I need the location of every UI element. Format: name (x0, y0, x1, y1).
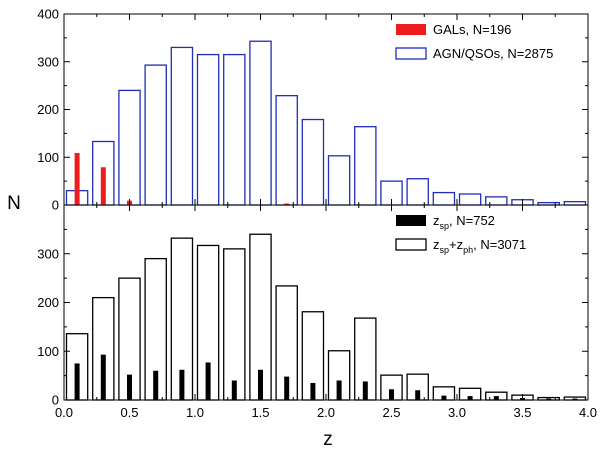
top-ytick-label: 0 (52, 198, 59, 213)
bottom-xtick-label: 2.0 (317, 405, 335, 420)
bottom-xtick-label: 2.5 (382, 405, 400, 420)
top-ytick-label: 200 (37, 102, 59, 117)
bottom-legend-label-total: zsp+zph, N=3071 (433, 237, 526, 255)
bottom-legend-label-sp: zsp, N=752 (433, 213, 495, 231)
top-agn-bar (458, 193, 482, 206)
top-agn-bar (196, 53, 220, 206)
bottom-ytick-label: 0 (52, 393, 59, 408)
bottom-sp-bar (74, 363, 80, 400)
top-legend-swatch-gal (396, 24, 426, 35)
bottom-xtick-label: 3.0 (448, 405, 466, 420)
bottom-sp-bar (153, 370, 159, 400)
top-agn-bar (144, 64, 167, 206)
bottom-sp-bar (467, 396, 473, 400)
top-frame (63, 13, 589, 206)
bottom-sp-bar (546, 398, 552, 400)
bottom-ytick-label: 100 (37, 344, 59, 359)
top-agn-bar (301, 118, 325, 206)
top-agn-bar (432, 191, 456, 206)
bottom-sp-bar (336, 380, 342, 400)
top-agn-bar (170, 46, 194, 206)
top-agn-bar (118, 89, 141, 206)
top-ytick-label: 100 (37, 150, 59, 165)
top-legend-label-gal: GALs, N=196 (433, 22, 511, 37)
top-agn-bar (485, 196, 508, 206)
bottom-sp-bar (572, 398, 578, 400)
bottom-total-bar (223, 248, 246, 401)
top-ytick-label: 300 (37, 54, 59, 69)
bottom-sp-bar (441, 395, 447, 400)
bottom-xtick-label: 3.5 (513, 405, 531, 420)
top-legend-label-agn: AGN/QSOs, N=2875 (433, 46, 553, 61)
bottom-sp-bar (100, 354, 106, 400)
bottom-xtick-label: 0.0 (55, 405, 73, 420)
bottom-sp-bar (415, 390, 421, 400)
top-gal-bar (74, 152, 80, 205)
bottom-sp-bar (179, 369, 185, 400)
bottom-ytick-label: 300 (37, 246, 59, 261)
bottom-xtick-label: 1.0 (186, 405, 204, 420)
bottom-sp-bar (127, 374, 132, 400)
top-agn-bar (354, 126, 377, 206)
bottom-sp-bar (284, 376, 290, 400)
bottom-sp-bar (258, 369, 263, 400)
bottom-sp-bar (310, 382, 316, 400)
top-agn-bar (327, 155, 351, 206)
bottom-ytick-label: 200 (37, 295, 59, 310)
top-legend-swatch-agn (395, 47, 427, 60)
top-ytick-label: 400 (37, 7, 59, 22)
bottom-sp-bar (205, 362, 211, 400)
bottom-sp-bar (231, 380, 237, 400)
top-agn-bar (249, 40, 272, 206)
top-gal-bar (100, 167, 106, 205)
bottom-sp-bar (362, 381, 368, 400)
bottom-xtick-label: 1.5 (251, 405, 269, 420)
top-gal-bar (284, 203, 290, 205)
top-panel: 0 100 200 300 400 GALs, N=196 AGN/QSOs, N=2875 (37, 7, 589, 213)
x-axis-label: z (323, 429, 333, 450)
y-axis-label: N (7, 193, 21, 214)
top-agn-bar (563, 201, 587, 206)
top-agn-bar (223, 53, 246, 206)
top-agn-bar (406, 178, 429, 206)
top-agn-bar (275, 95, 298, 206)
bottom-xtick-label: 0.5 (120, 405, 138, 420)
bottom-sp-bar (493, 396, 499, 400)
bottom-xtick-label: 4.0 (579, 405, 597, 420)
bottom-legend-swatch-total (395, 238, 427, 251)
bottom-frame (63, 204, 589, 401)
bottom-legend-swatch-sp (396, 215, 426, 226)
bottom-panel: 0 100 200 300 0.0 0.5 1.0 1.5 2.0 2.5 3.0 3.5 4.0 zsp… (37, 204, 597, 420)
